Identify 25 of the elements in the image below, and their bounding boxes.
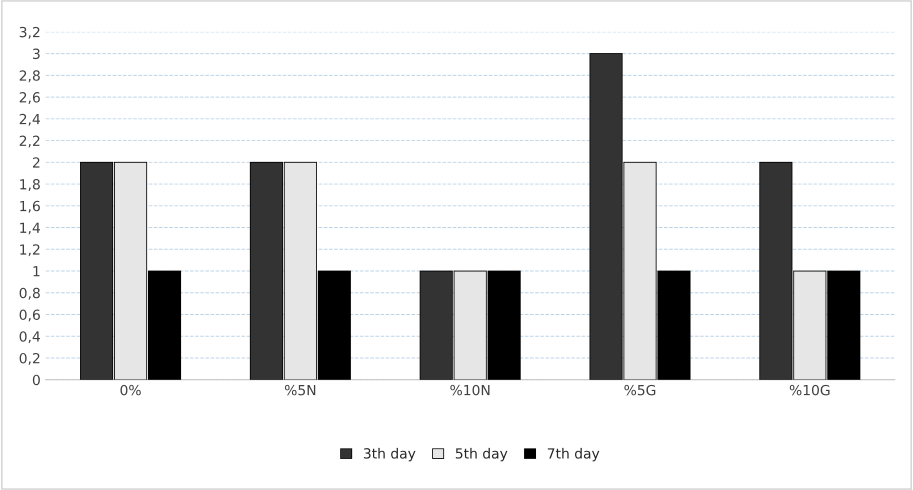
y-tick-label: 0,6 (20, 309, 40, 322)
y-tick-label: 3,2 (20, 26, 40, 39)
y-tick-label: 2,8 (20, 70, 40, 82)
y-tick-label: 0,8 (20, 288, 40, 300)
legend-label: 5th day (456, 448, 508, 462)
x-tick-label: %10N (450, 384, 490, 396)
x-tick-label: %10G (790, 384, 830, 396)
y-tick-label: 0 (32, 374, 40, 386)
y-tick-label: 2,6 (20, 92, 40, 104)
y-tick-label: 2,4 (20, 114, 40, 126)
legend-label: 3th day (364, 448, 416, 462)
y-tick-label: 2,2 (20, 136, 40, 148)
y-tick-label: 0,4 (20, 331, 40, 344)
x-tick-label: %5G (624, 384, 656, 396)
y-tick-label: 1,4 (20, 222, 40, 234)
legend-label: 7th day (548, 448, 600, 462)
y-tick-label: 0,2 (20, 352, 40, 365)
y-tick-label: 1,2 (20, 244, 40, 256)
x-tick-label: 0% (120, 384, 141, 396)
y-tick-label: 1,6 (20, 200, 40, 213)
y-tick-label: 1,8 (20, 179, 40, 191)
x-tick-label: %5N (284, 384, 316, 396)
y-tick-label: 1 (33, 266, 40, 276)
y-tick-label: 3 (33, 48, 40, 60)
y-tick-label: 2 (32, 157, 40, 168)
